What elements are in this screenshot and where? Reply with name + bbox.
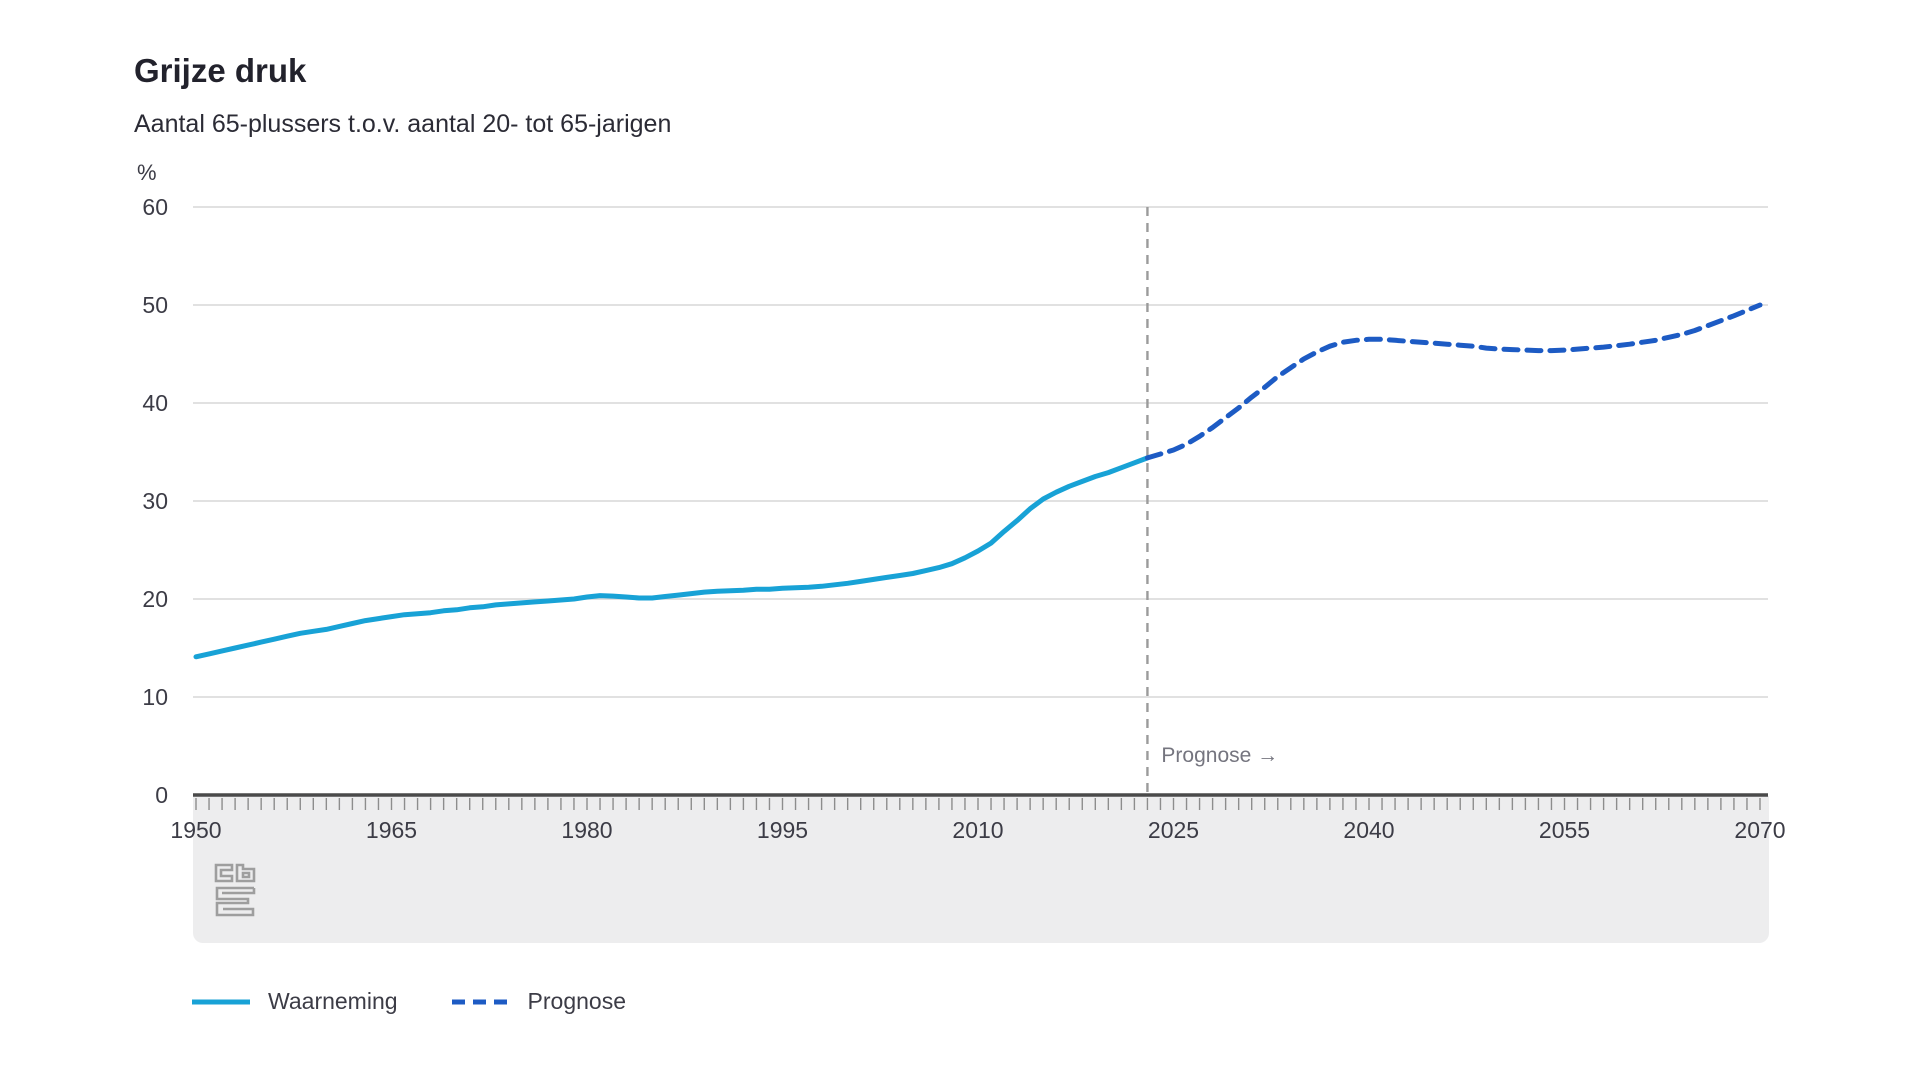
y-axis-unit-label: % (137, 160, 157, 185)
y-tick-label-0: 0 (155, 782, 168, 808)
y-tick-label-20: 20 (142, 586, 168, 612)
cbs-logo-c (214, 863, 234, 883)
cbs-logo-b-inner (241, 871, 251, 879)
chart-title: Grijze druk (134, 52, 307, 89)
cbs-logo-s (215, 886, 255, 917)
cbs-logo (214, 863, 256, 917)
y-tick-label-60: 60 (142, 194, 168, 220)
legend-waarneming-swatch (192, 999, 250, 1004)
legend-item-waarneming[interactable]: Waarneming (190, 988, 398, 1015)
chart-subtitle: Aantal 65-plussers t.o.v. aantal 20- tot… (134, 110, 672, 138)
series-waarneming-path (193, 455, 1150, 660)
chart-legend: Waarneming Prognose (190, 988, 626, 1015)
x-axis-band (193, 796, 1769, 943)
cbs-logo-s-inner (222, 888, 256, 895)
legend-waarneming-label: Waarneming (268, 988, 398, 1014)
legend-item-prognose[interactable]: Prognose (450, 988, 626, 1015)
prognose-annotation-label: Prognose → (1161, 744, 1278, 767)
y-tick-label-10: 10 (142, 684, 168, 710)
y-tick-label-40: 40 (142, 390, 168, 416)
legend-prognose-swatch (451, 999, 510, 1004)
series-prognose-path (1144, 302, 1763, 461)
cbs-logo-b (235, 863, 256, 883)
y-tick-label-30: 30 (142, 488, 168, 514)
legend-prognose-label: Prognose (527, 988, 627, 1014)
y-tick-label-50: 50 (142, 292, 168, 318)
